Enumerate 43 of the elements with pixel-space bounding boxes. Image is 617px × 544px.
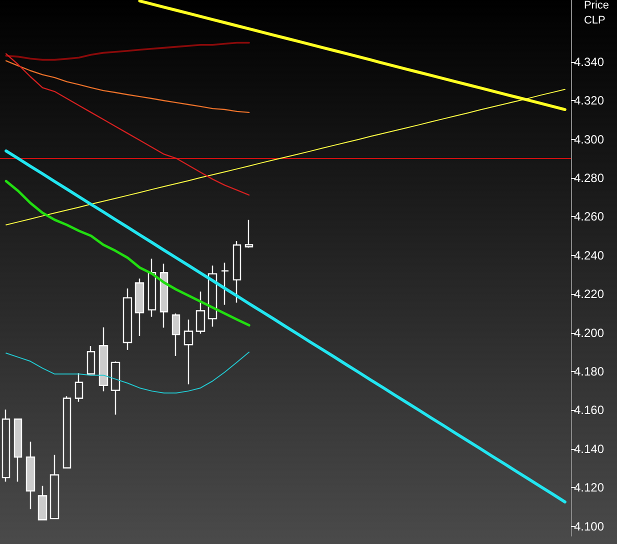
candlestick <box>110 360 120 416</box>
candlestick <box>26 441 36 510</box>
line-series <box>6 352 250 394</box>
candlestick <box>98 326 108 392</box>
line-series <box>5 42 250 61</box>
line-series <box>4 180 250 327</box>
y-tick-label: 4.220 <box>574 287 604 302</box>
candlestick <box>134 278 144 337</box>
candlestick <box>86 346 96 374</box>
line-series <box>6 88 566 226</box>
line-series <box>5 53 250 196</box>
candlestick <box>148 258 156 318</box>
candlestick <box>172 312 180 356</box>
line-series <box>5 60 250 114</box>
y-tick-label: 4.280 <box>574 171 604 186</box>
candlestick <box>14 418 22 482</box>
candlestick <box>122 288 132 350</box>
candlestick <box>220 262 230 306</box>
candlestick <box>208 265 218 328</box>
y-axis-title: Price CLP <box>584 0 609 26</box>
y-tick-label: 4.320 <box>574 94 604 108</box>
y-tick-label: 4.120 <box>574 480 604 495</box>
y-tick-label: 4.100 <box>574 519 604 534</box>
y-tick-label: 4.240 <box>574 248 604 262</box>
y-tick-label: 4.340 <box>574 54 604 69</box>
y-tick-label: 4.300 <box>574 132 604 146</box>
candlestick <box>196 291 206 334</box>
candlestick <box>50 454 60 520</box>
candlestick <box>62 396 72 468</box>
candlestick <box>232 240 242 304</box>
y-tick-label: 4.140 <box>574 442 604 456</box>
line-series <box>4 149 566 504</box>
y-tick-label: 4.260 <box>574 210 604 224</box>
candlestick <box>74 372 84 402</box>
line-series <box>138 0 566 112</box>
candlestick <box>2 409 10 482</box>
y-tick-label: 4.200 <box>574 326 604 340</box>
candlestick <box>160 263 168 328</box>
y-tick-label: 4.160 <box>574 403 604 418</box>
candlestick <box>38 485 48 520</box>
candlestick <box>184 319 194 385</box>
y-tick-label: 4.180 <box>574 364 604 379</box>
candlestick <box>244 219 254 248</box>
